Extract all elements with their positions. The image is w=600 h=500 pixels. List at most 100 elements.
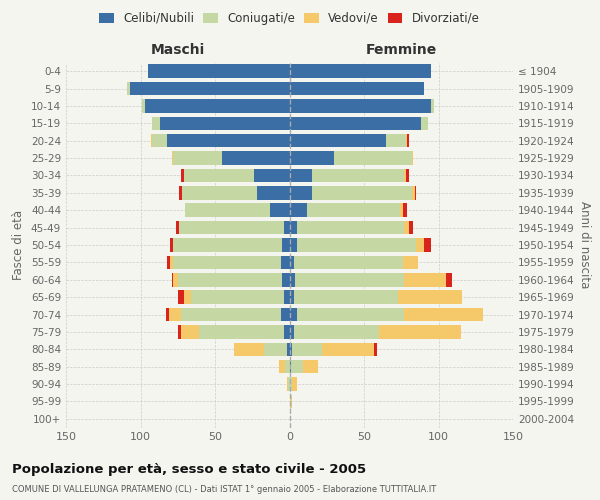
Bar bbox=[235, 342, 264, 356]
Bar bbox=[307, 204, 400, 217]
Bar bbox=[312, 186, 412, 200]
Bar bbox=[400, 204, 403, 217]
Bar bbox=[173, 256, 281, 269]
Bar bbox=[290, 221, 297, 234]
Bar bbox=[287, 342, 290, 356]
Bar bbox=[184, 168, 254, 182]
Bar bbox=[407, 134, 409, 147]
Bar bbox=[142, 99, 145, 112]
Bar bbox=[290, 204, 307, 217]
Bar bbox=[292, 342, 322, 356]
Bar bbox=[415, 186, 416, 200]
Bar bbox=[166, 308, 169, 322]
Bar bbox=[295, 273, 404, 286]
Bar bbox=[290, 168, 312, 182]
Y-axis label: Anni di nascita: Anni di nascita bbox=[578, 202, 591, 288]
Bar bbox=[170, 256, 173, 269]
Bar bbox=[285, 360, 290, 374]
Bar bbox=[290, 116, 421, 130]
Bar bbox=[297, 221, 404, 234]
Bar bbox=[181, 325, 199, 338]
Bar bbox=[282, 238, 290, 252]
Bar bbox=[294, 325, 379, 338]
Bar bbox=[374, 342, 377, 356]
Bar bbox=[176, 221, 179, 234]
Bar bbox=[290, 394, 291, 408]
Bar bbox=[290, 360, 291, 374]
Bar bbox=[264, 342, 287, 356]
Bar bbox=[184, 290, 191, 304]
Bar bbox=[172, 152, 173, 165]
Bar bbox=[284, 290, 290, 304]
Bar bbox=[178, 273, 282, 286]
Bar bbox=[398, 290, 463, 304]
Bar bbox=[416, 238, 424, 252]
Text: COMUNE DI VALLELUNGA PRATAMENO (CL) - Dati ISTAT 1° gennaio 2005 - Elaborazione : COMUNE DI VALLELUNGA PRATAMENO (CL) - Da… bbox=[12, 485, 436, 494]
Bar bbox=[284, 325, 290, 338]
Bar bbox=[288, 378, 290, 391]
Bar bbox=[151, 134, 152, 147]
Bar bbox=[421, 116, 428, 130]
Bar bbox=[179, 221, 284, 234]
Bar bbox=[412, 186, 415, 200]
Bar bbox=[294, 290, 398, 304]
Bar bbox=[290, 134, 386, 147]
Bar bbox=[178, 325, 181, 338]
Bar bbox=[409, 221, 413, 234]
Bar bbox=[379, 325, 461, 338]
Bar bbox=[290, 186, 312, 200]
Bar bbox=[404, 273, 446, 286]
Bar bbox=[170, 238, 173, 252]
Bar bbox=[281, 308, 290, 322]
Bar bbox=[169, 308, 181, 322]
Bar bbox=[287, 378, 288, 391]
Bar bbox=[290, 152, 334, 165]
Bar bbox=[412, 152, 413, 165]
Bar bbox=[127, 82, 130, 96]
Bar bbox=[173, 273, 178, 286]
Legend: Celibi/Nubili, Coniugati/e, Vedovi/e, Divorziati/e: Celibi/Nubili, Coniugati/e, Vedovi/e, Di… bbox=[100, 12, 479, 25]
Bar bbox=[152, 134, 167, 147]
Bar bbox=[403, 204, 407, 217]
Bar bbox=[290, 290, 294, 304]
Bar bbox=[179, 186, 182, 200]
Bar bbox=[322, 342, 374, 356]
Bar bbox=[290, 99, 431, 112]
Bar bbox=[148, 64, 290, 78]
Bar bbox=[406, 134, 407, 147]
Bar bbox=[386, 134, 406, 147]
Bar bbox=[303, 360, 318, 374]
Bar bbox=[167, 134, 290, 147]
Bar bbox=[199, 325, 284, 338]
Bar bbox=[406, 168, 409, 182]
Bar bbox=[290, 273, 295, 286]
Bar bbox=[404, 308, 483, 322]
Bar bbox=[290, 342, 292, 356]
Bar bbox=[290, 378, 292, 391]
Bar bbox=[290, 308, 297, 322]
Bar bbox=[404, 168, 406, 182]
Bar bbox=[297, 308, 404, 322]
Bar bbox=[182, 186, 257, 200]
Bar bbox=[160, 116, 290, 130]
Bar bbox=[254, 168, 290, 182]
Bar bbox=[291, 360, 303, 374]
Bar bbox=[173, 152, 223, 165]
Bar bbox=[297, 238, 416, 252]
Bar bbox=[292, 378, 297, 391]
Bar bbox=[291, 394, 292, 408]
Bar bbox=[282, 273, 290, 286]
Text: Popolazione per età, sesso e stato civile - 2005: Popolazione per età, sesso e stato civil… bbox=[12, 462, 366, 475]
Bar bbox=[181, 168, 184, 182]
Bar bbox=[173, 238, 282, 252]
Bar bbox=[152, 116, 160, 130]
Bar bbox=[223, 152, 290, 165]
Bar bbox=[290, 256, 294, 269]
Bar bbox=[172, 273, 173, 286]
Bar bbox=[294, 256, 403, 269]
Y-axis label: Fasce di età: Fasce di età bbox=[13, 210, 25, 280]
Bar bbox=[290, 64, 431, 78]
Text: Maschi: Maschi bbox=[151, 44, 205, 58]
Bar bbox=[284, 221, 290, 234]
Bar bbox=[185, 204, 270, 217]
